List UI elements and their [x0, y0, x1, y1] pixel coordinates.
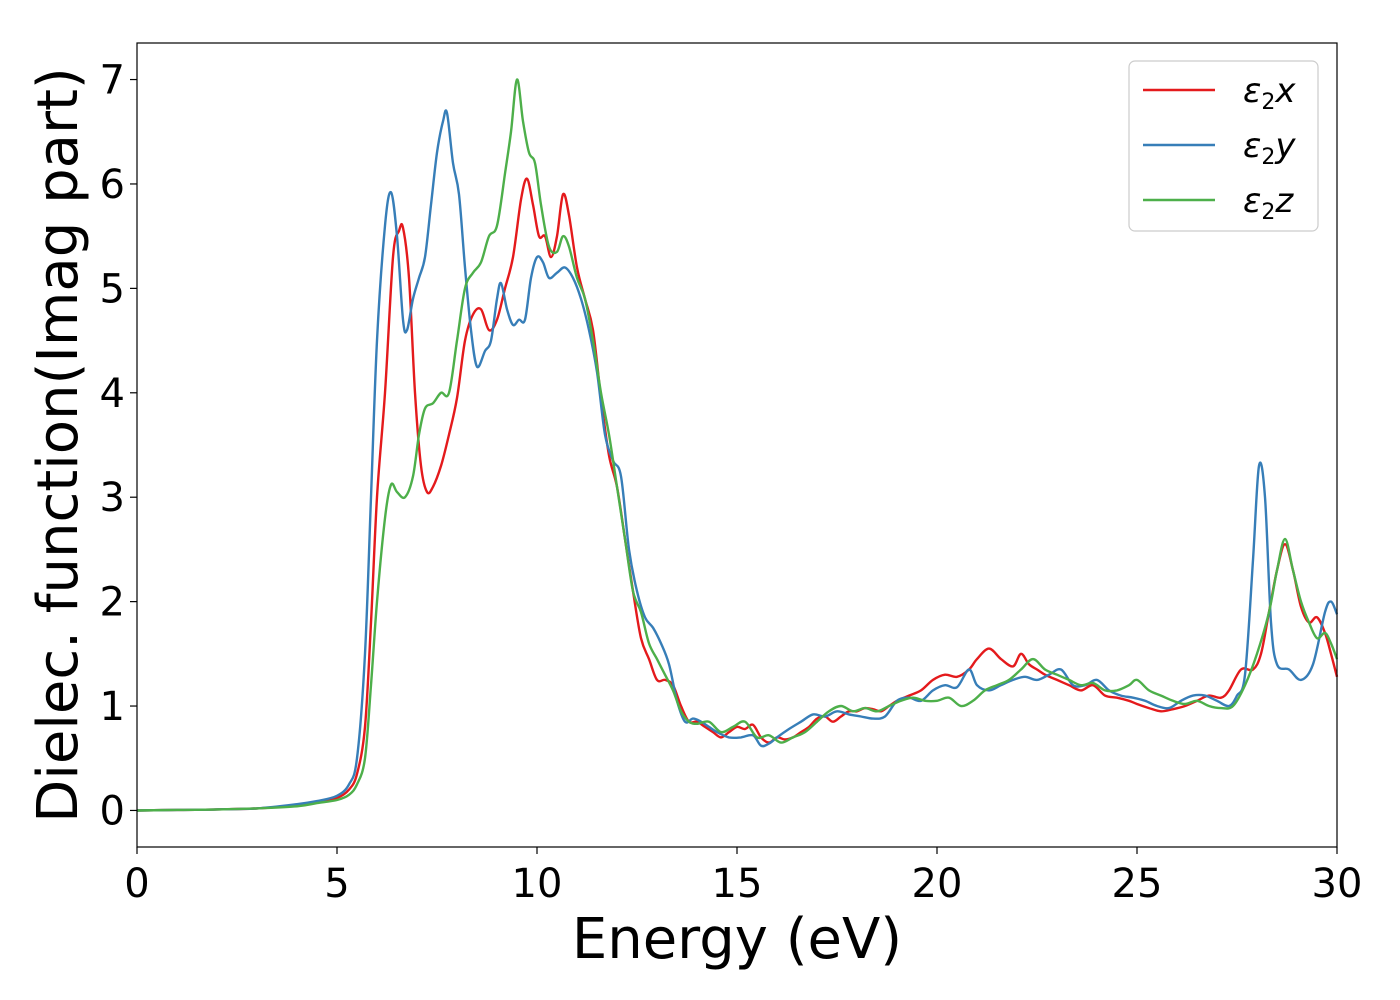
- x-tick-label: 15: [712, 861, 763, 907]
- y-tick-label: 3: [100, 475, 125, 521]
- series-line-x: [136, 177, 1339, 812]
- x-axis-ticks: 0 5 10 15 20 25 30: [124, 847, 1362, 907]
- legend-box: [1128, 60, 1319, 232]
- x-tick-label: 0: [124, 861, 149, 907]
- x-tick-label: 5: [324, 861, 349, 907]
- y-tick-label: 1: [100, 684, 125, 730]
- plot-area: [136, 78, 1339, 812]
- x-tick-label: 20: [912, 861, 963, 907]
- legend-label-y: ε2y: [1243, 126, 1296, 170]
- x-tick-label: 25: [1112, 861, 1163, 907]
- x-axis-label: Energy (eV): [572, 907, 902, 972]
- legend-label-x: ε2x: [1243, 71, 1296, 115]
- series-line-z: [136, 78, 1339, 812]
- legend-label-z: ε2z: [1243, 181, 1294, 225]
- y-tick-label: 0: [100, 788, 125, 834]
- x-tick-label: 30: [1312, 861, 1363, 907]
- y-tick-label: 4: [100, 371, 125, 417]
- series-line-y: [136, 109, 1339, 812]
- y-tick-label: 6: [100, 162, 125, 208]
- y-tick-label: 2: [100, 580, 125, 626]
- x-tick-label: 10: [512, 861, 563, 907]
- y-axis-label: Dielec. function(Imag part): [26, 67, 91, 823]
- legend: ε2x ε2y ε2z: [1128, 60, 1319, 232]
- y-tick-label: 5: [100, 266, 125, 312]
- y-tick-label: 7: [100, 58, 125, 104]
- y-axis-ticks: 0 1 2 3 4 5 6 7: [100, 58, 137, 834]
